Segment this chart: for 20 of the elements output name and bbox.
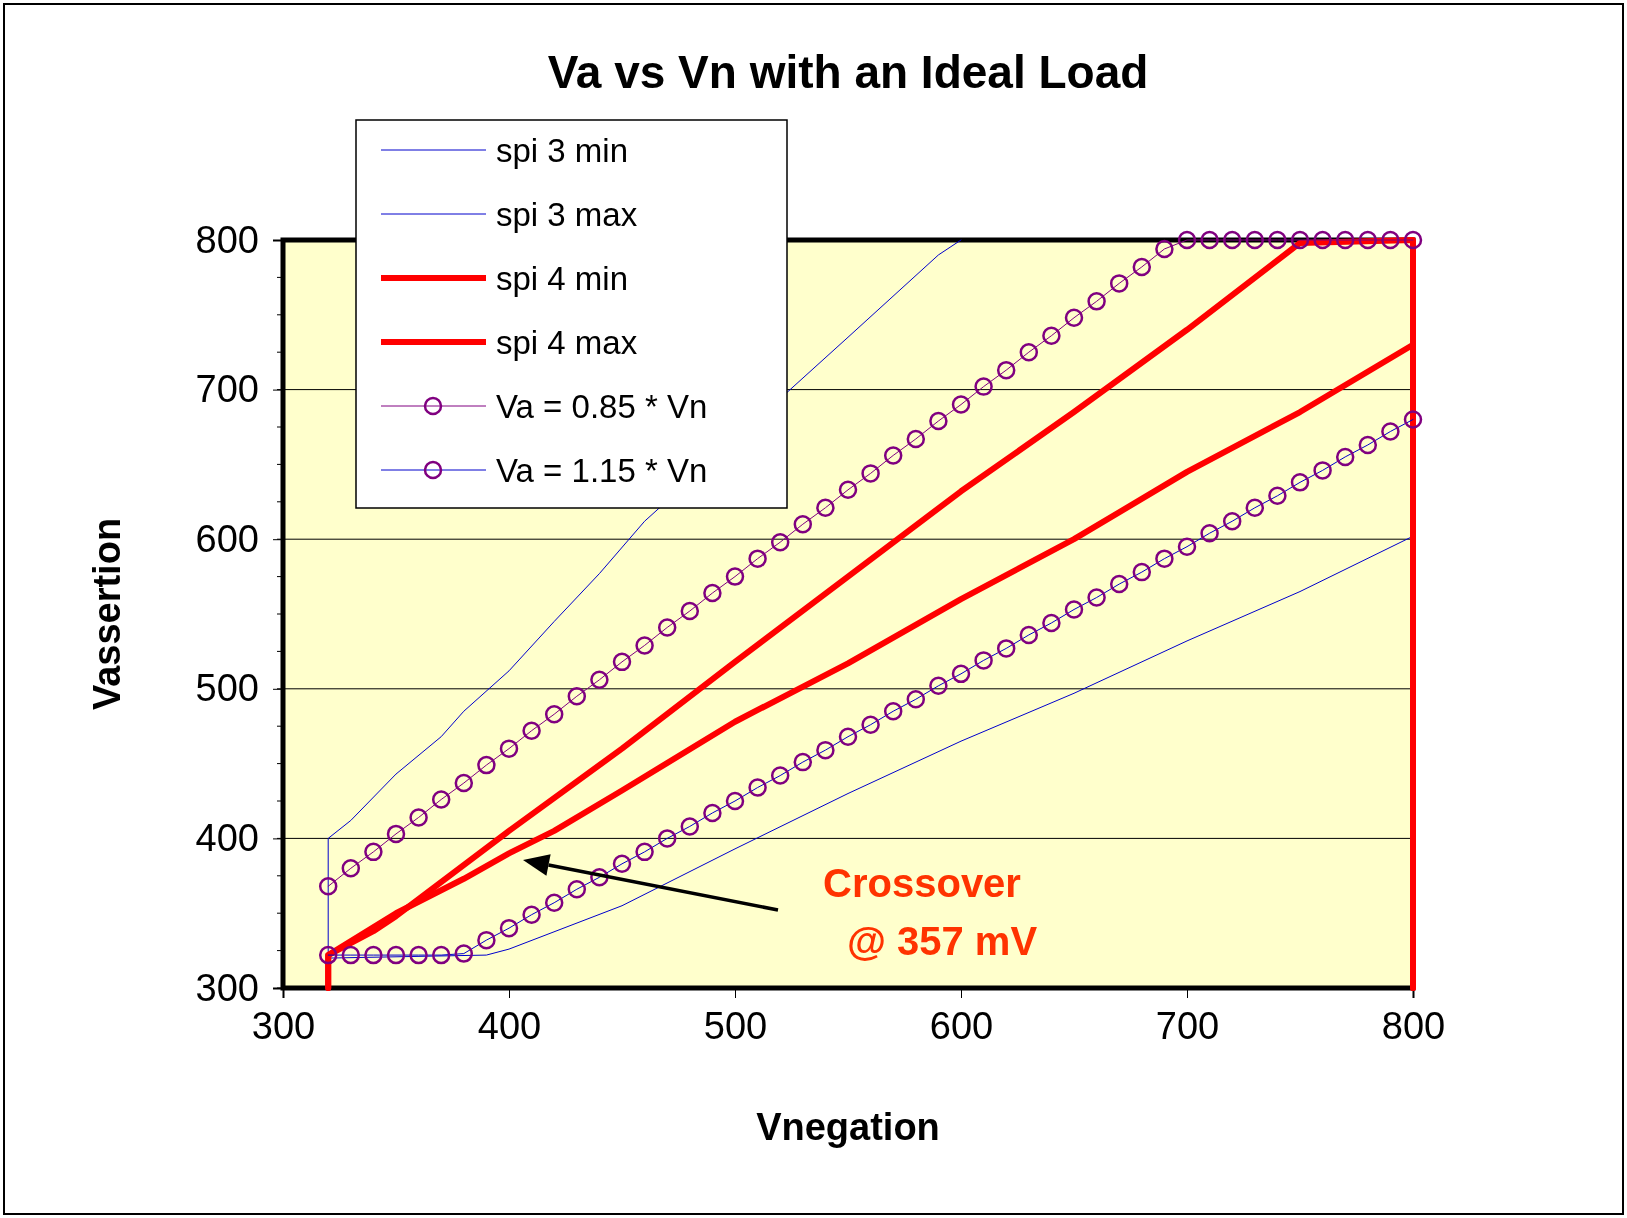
- legend-label: Va = 1.15 * Vn: [496, 452, 708, 489]
- chart-title: Va vs Vn with an Ideal Load: [547, 46, 1149, 98]
- y-tick-label: 400: [195, 817, 259, 860]
- x-tick-label: 600: [929, 1004, 994, 1047]
- y-tick-label: 600: [195, 517, 259, 560]
- y-axis-title: Vassertion: [86, 517, 128, 711]
- x-axis-title: Vnegation: [756, 1106, 940, 1148]
- x-tick-label: 500: [703, 1004, 768, 1047]
- legend-label: Va = 0.85 * Vn: [496, 388, 708, 425]
- legend-label: spi 4 max: [496, 324, 638, 361]
- y-tick-label: 800: [195, 218, 259, 261]
- y-tick-label: 500: [195, 667, 259, 710]
- legend-label: spi 3 min: [496, 132, 629, 169]
- y-tick-label: 700: [195, 368, 259, 411]
- legend-label: spi 4 min: [496, 260, 629, 297]
- annotation: Crossover @ 357 mV: [823, 861, 1038, 963]
- x-tick-label: 400: [477, 1004, 542, 1047]
- x-tick-label: 800: [1381, 1004, 1446, 1047]
- x-tick-label: 700: [1155, 1004, 1220, 1047]
- legend-label: spi 3 max: [496, 196, 638, 233]
